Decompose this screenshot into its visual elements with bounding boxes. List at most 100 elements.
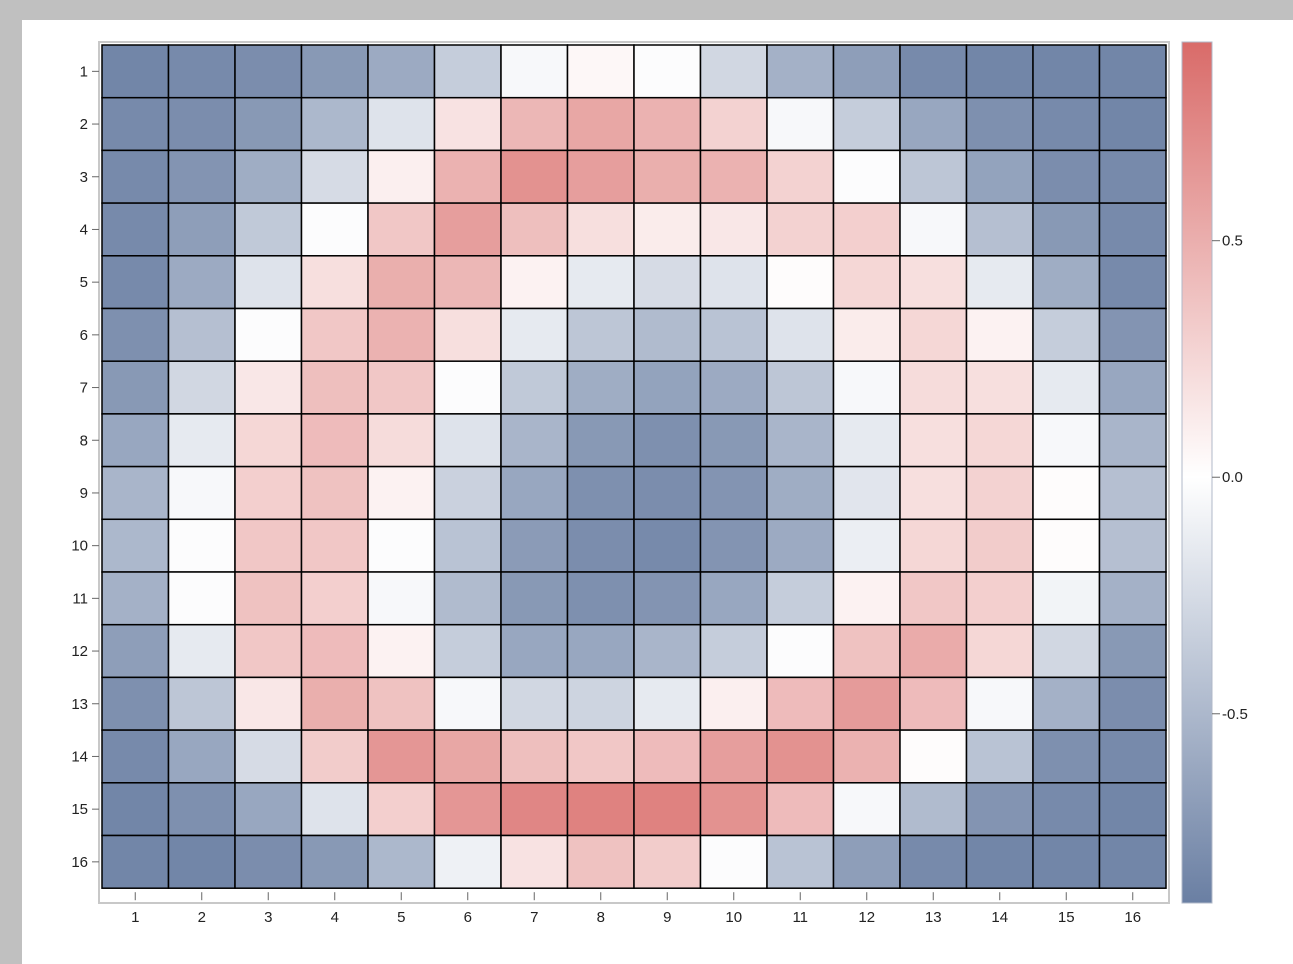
heatmap-cell — [500, 360, 569, 415]
heatmap-cell — [699, 149, 768, 204]
heatmap-cell — [500, 676, 569, 731]
y-tick-label: 6 — [80, 327, 88, 344]
heatmap-cell — [965, 307, 1034, 362]
heatmap-cell — [500, 202, 569, 257]
heatmap-cell — [899, 676, 968, 731]
heatmap-cell — [500, 465, 569, 521]
heatmap-cell — [766, 413, 835, 468]
y-tick-label: 13 — [71, 696, 88, 713]
heatmap-cell — [1032, 834, 1101, 889]
x-tick-label: 4 — [331, 909, 339, 926]
y-tick-label: 8 — [80, 432, 88, 449]
heatmap-cell — [167, 44, 236, 99]
heatmap-cell — [167, 255, 236, 310]
heatmap-cell — [965, 465, 1034, 521]
heatmap-cell — [300, 360, 369, 415]
heatmap-cell — [1098, 96, 1167, 152]
heatmap-cell — [300, 149, 369, 204]
heatmap-cell — [832, 202, 901, 257]
heatmap-cell — [1032, 96, 1101, 152]
heatmap-cell — [566, 96, 635, 152]
heatmap-cell — [367, 676, 436, 731]
heatmap-cell — [234, 96, 303, 152]
heatmap-cell — [101, 729, 170, 784]
heatmap-cell — [566, 255, 635, 310]
y-tick-label: 4 — [80, 221, 88, 238]
heatmap-cell — [500, 518, 569, 573]
heatmap-cell — [1032, 307, 1101, 362]
heatmap-cell — [500, 413, 569, 468]
y-tick-label: 15 — [71, 801, 88, 818]
heatmap-cell — [633, 623, 702, 679]
heatmap-cell — [234, 729, 303, 784]
heatmap-cell — [1098, 44, 1167, 99]
heatmap-cell — [101, 571, 170, 626]
heatmap-cell — [433, 255, 502, 310]
heatmap-cell — [566, 465, 635, 521]
color-legend-bar — [1181, 41, 1213, 904]
heatmap-cell — [699, 465, 768, 521]
heatmap-cell — [766, 96, 835, 152]
heatmap-cell — [965, 202, 1034, 257]
heatmap-cell — [1098, 782, 1167, 837]
heatmap-cell — [832, 571, 901, 626]
heatmap-cell — [633, 360, 702, 415]
heatmap-cell — [433, 413, 502, 468]
heatmap-cell — [234, 255, 303, 310]
heatmap-cell — [766, 676, 835, 731]
y-tick-label: 14 — [71, 748, 88, 765]
heatmap-cell — [566, 413, 635, 468]
heatmap-cell — [766, 623, 835, 679]
heatmap-cell — [1098, 202, 1167, 257]
heatmap-cell — [234, 465, 303, 521]
heatmap-cell — [234, 518, 303, 573]
heatmap-cell — [101, 782, 170, 837]
heatmap-cell — [367, 202, 436, 257]
heatmap-cell — [1098, 729, 1167, 784]
heatmap-cell — [1098, 834, 1167, 889]
heatmap-cell — [832, 676, 901, 731]
y-tick-label: 11 — [72, 590, 88, 607]
heatmap-cell — [766, 307, 835, 362]
heatmap-cell — [766, 360, 835, 415]
heatmap-cell — [832, 623, 901, 679]
heatmap-cell — [1098, 465, 1167, 521]
heatmap-cell — [832, 413, 901, 468]
heatmap-cell — [300, 307, 369, 362]
heatmap-cell — [699, 676, 768, 731]
heatmap-cell — [1032, 360, 1101, 415]
x-tick-label: 3 — [264, 909, 272, 926]
x-tick-label: 13 — [925, 909, 942, 926]
heatmap-cell — [1032, 413, 1101, 468]
heatmap-cell — [167, 149, 236, 204]
heatmap-cell — [1032, 623, 1101, 679]
heatmap-cell — [965, 44, 1034, 99]
heatmap-cell — [101, 623, 170, 679]
heatmap-cell — [899, 623, 968, 679]
heatmap-cell — [566, 834, 635, 889]
heatmap-cell — [1098, 255, 1167, 310]
heatmap-cell — [899, 782, 968, 837]
heatmap-cell — [965, 623, 1034, 679]
heatmap-cell — [167, 729, 236, 784]
plot-frame — [98, 41, 1170, 904]
y-tick-label: 10 — [71, 538, 88, 555]
heatmap-cell — [832, 729, 901, 784]
heatmap-cell — [1098, 676, 1167, 731]
x-tick-label: 2 — [198, 909, 206, 926]
heatmap-cell — [633, 518, 702, 573]
heatmap-cell — [1032, 255, 1101, 310]
heatmap-cell — [899, 465, 968, 521]
y-tick-label: 1 — [80, 63, 88, 80]
heatmap-cell — [899, 149, 968, 204]
heatmap-cell — [566, 729, 635, 784]
heatmap-cell — [433, 676, 502, 731]
heatmap-cell — [167, 676, 236, 731]
heatmap-cell — [633, 149, 702, 204]
heatmap-cell — [832, 465, 901, 521]
heatmap-cell — [101, 834, 170, 889]
heatmap-cell — [433, 623, 502, 679]
heatmap-cell — [899, 360, 968, 415]
x-tick-label: 12 — [858, 909, 875, 926]
